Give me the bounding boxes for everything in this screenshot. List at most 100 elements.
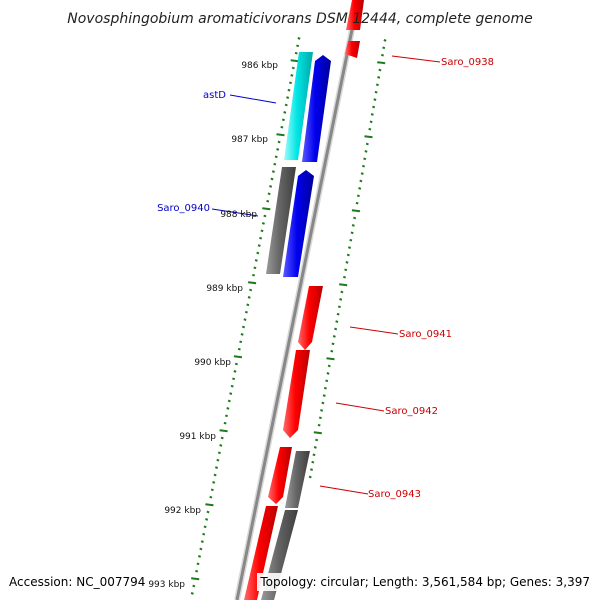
tick-minor [294, 51, 298, 55]
gene-reverse-1[interactable] [302, 55, 331, 162]
tick-minor [346, 253, 350, 257]
tick-major [313, 431, 322, 435]
tick-minor [350, 231, 354, 235]
gene-saro-0940[interactable] [266, 167, 296, 274]
tick-minor [199, 547, 203, 551]
label-saro-0943[interactable]: Saro_0943 [368, 489, 421, 500]
tick-minor [224, 414, 229, 418]
footer-accession: Accession: NC_007794 [9, 575, 145, 589]
connector-saro-0942 [335, 402, 385, 412]
gene-reverse-2[interactable] [283, 170, 314, 277]
tick-minor [247, 296, 251, 299]
gene-astd[interactable] [284, 52, 313, 160]
gene-features [244, 0, 364, 600]
tick-minor [286, 96, 290, 99]
tick-minor [226, 407, 230, 410]
tick-minor [269, 185, 273, 188]
tick-minor [246, 303, 250, 307]
connector-saro-0941 [349, 326, 399, 335]
tick-minor [223, 421, 227, 425]
gene-saro-0938-tail[interactable] [345, 41, 360, 58]
tick-minor [344, 268, 348, 272]
tick-minor [322, 394, 326, 397]
tick-minor [260, 229, 264, 233]
gene-saro-0942[interactable] [283, 350, 310, 438]
tick-minor [373, 98, 377, 101]
tick-major [377, 61, 386, 65]
tick-minor [210, 488, 214, 492]
tick-minor [219, 444, 223, 447]
tick-minor [288, 81, 293, 85]
tick-minor [361, 164, 366, 168]
gene-saro-0943[interactable] [268, 447, 292, 504]
tick-minor [378, 68, 382, 72]
tick-minor [315, 438, 319, 442]
tick-minor [200, 540, 204, 543]
tick-minor [358, 187, 362, 190]
tick-minor [326, 372, 330, 375]
tick-major [233, 355, 243, 359]
tick-minor [239, 340, 243, 344]
footer-topology: Topology: circular; Length: 3,561,584 bp… [259, 575, 590, 589]
tick-major [290, 59, 299, 63]
kbp-label-989: 989 kbp [206, 284, 243, 294]
tick-minor [284, 103, 288, 107]
tick-minor [274, 155, 278, 159]
tick-minor [349, 238, 353, 242]
tick-minor [372, 105, 376, 109]
tick-minor [195, 569, 199, 573]
gene-forward-bottom[interactable] [244, 506, 278, 600]
tick-minor [370, 113, 374, 116]
tick-minor [227, 399, 231, 403]
gene-saro-0941[interactable] [298, 286, 323, 350]
label-saro-0941[interactable]: Saro_0941 [399, 329, 452, 340]
tick-minor [290, 74, 294, 77]
tick-minor [271, 170, 275, 173]
tick-minor [337, 305, 341, 309]
tick-major [247, 281, 257, 285]
tick-minor [317, 423, 321, 427]
tick-minor [297, 37, 301, 40]
kbp-label-988: 988 kbp [220, 210, 257, 220]
gene-saro-0938-arrow[interactable] [346, 0, 364, 30]
tick-minor [244, 310, 248, 314]
tick-minor [313, 446, 317, 449]
label-astd[interactable]: astD [203, 90, 226, 101]
tick-minor [280, 125, 284, 129]
tick-minor [359, 179, 363, 183]
tick-marks [190, 37, 387, 595]
tick-minor [270, 177, 274, 181]
tick-minor [363, 157, 367, 161]
tick-minor [277, 140, 281, 144]
tick-minor [243, 318, 247, 321]
label-saro-0942[interactable]: Saro_0942 [385, 406, 438, 417]
gene-labels: Saro_0938 astD Saro_0940 Saro_0941 Saro_… [157, 57, 494, 500]
tick-minor [364, 150, 368, 153]
tick-minor [217, 451, 221, 455]
kbp-label-993: 993 kbp [148, 580, 185, 590]
tick-minor [233, 370, 237, 373]
tick-minor [318, 416, 322, 420]
genome-backbone-line [235, 0, 360, 600]
tick-minor [220, 436, 224, 440]
tick-major [364, 135, 373, 139]
tick-minor [206, 510, 210, 514]
tick-minor [321, 401, 325, 405]
tick-minor [309, 468, 314, 471]
tick-major [191, 577, 200, 581]
gene-other-1[interactable] [285, 451, 310, 508]
tick-minor [335, 320, 339, 323]
tick-minor [281, 118, 285, 122]
connector-saro-0940 [211, 208, 259, 217]
tick-minor [382, 46, 386, 50]
tick-minor [377, 76, 381, 79]
scale-labels: 986 kbp 987 kbp 988 kbp 989 kbp 990 kbp … [148, 61, 278, 590]
tick-minor [257, 244, 261, 247]
label-saro-0938[interactable]: Saro_0938 [441, 57, 494, 68]
kbp-label-991: 991 kbp [179, 432, 216, 442]
tick-minor [214, 466, 219, 469]
tick-minor [369, 120, 373, 124]
label-saro-0940[interactable]: Saro_0940 [157, 203, 210, 214]
tick-minor [273, 162, 277, 166]
